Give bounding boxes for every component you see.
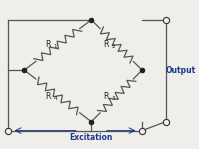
Text: R $_{3}$: R $_{3}$ [103, 90, 116, 103]
Text: Output: Output [166, 66, 196, 74]
Text: R $_{2}$: R $_{2}$ [103, 39, 116, 51]
Text: R $_{1}$: R $_{1}$ [45, 39, 58, 51]
Text: Excitation: Excitation [70, 134, 113, 142]
Text: R $_{4}$: R $_{4}$ [45, 90, 58, 103]
